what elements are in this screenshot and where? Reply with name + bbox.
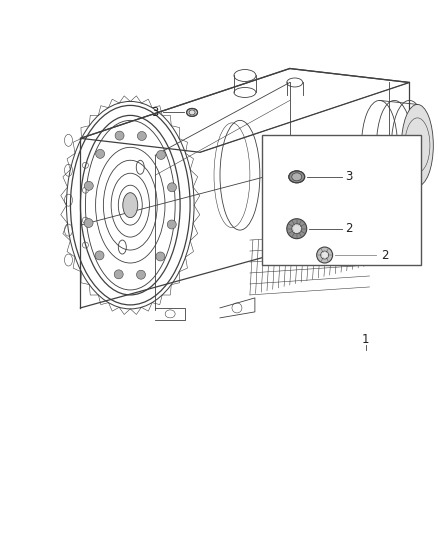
- Ellipse shape: [401, 104, 433, 186]
- Circle shape: [292, 224, 302, 233]
- Bar: [262, 135, 421, 265]
- Circle shape: [95, 251, 104, 260]
- Circle shape: [156, 150, 166, 159]
- Text: 2: 2: [345, 222, 352, 235]
- Text: 1: 1: [362, 333, 369, 346]
- Circle shape: [95, 149, 105, 158]
- Text: 3: 3: [152, 106, 159, 119]
- Ellipse shape: [189, 110, 195, 115]
- Circle shape: [287, 219, 307, 239]
- Circle shape: [84, 219, 93, 228]
- Circle shape: [156, 252, 165, 261]
- Circle shape: [138, 132, 146, 141]
- Circle shape: [85, 181, 93, 190]
- Ellipse shape: [187, 108, 198, 116]
- Circle shape: [114, 270, 123, 279]
- Ellipse shape: [289, 171, 305, 183]
- Circle shape: [167, 183, 177, 192]
- Ellipse shape: [123, 193, 138, 217]
- Circle shape: [167, 220, 176, 229]
- Circle shape: [115, 131, 124, 140]
- Circle shape: [137, 270, 145, 279]
- Bar: [310, 200, 379, 255]
- Text: 3: 3: [345, 171, 352, 183]
- Ellipse shape: [292, 173, 302, 181]
- Circle shape: [317, 247, 332, 263]
- Circle shape: [321, 251, 328, 259]
- Text: 2: 2: [381, 248, 388, 262]
